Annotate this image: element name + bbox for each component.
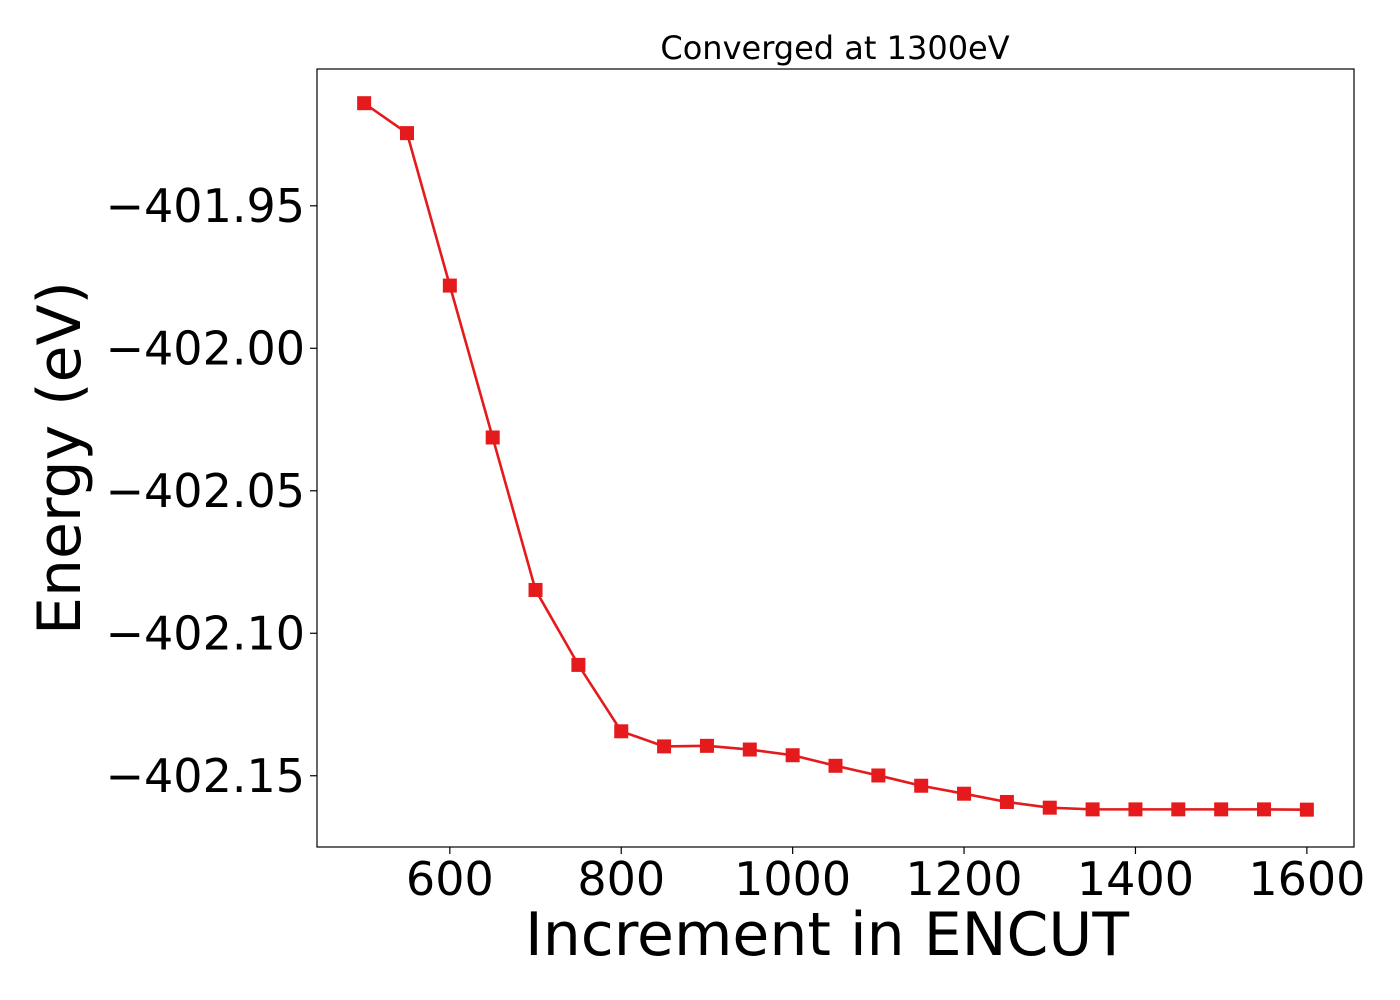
data-point-marker bbox=[485, 430, 500, 445]
data-point-marker bbox=[528, 582, 543, 597]
data-point-marker bbox=[442, 278, 457, 293]
x-tick-label: 600 bbox=[406, 852, 494, 906]
x-tick-label: 800 bbox=[577, 852, 665, 906]
plot-frame bbox=[316, 68, 1355, 848]
y-tick-label: −402.00 bbox=[106, 321, 306, 375]
data-point-marker bbox=[1214, 802, 1229, 817]
y-tick-label: −401.95 bbox=[106, 179, 306, 233]
y-tick-label: −402.15 bbox=[106, 749, 306, 803]
y-tick-label: −402.05 bbox=[106, 464, 306, 518]
data-point-marker bbox=[1171, 802, 1186, 817]
data-point-marker bbox=[399, 126, 414, 141]
series-line bbox=[363, 102, 1307, 811]
data-point-marker bbox=[1128, 802, 1143, 817]
x-tick-label: 1600 bbox=[1248, 852, 1365, 906]
data-point-marker bbox=[871, 768, 886, 783]
data-point-marker bbox=[957, 786, 972, 801]
data-point-marker bbox=[1042, 800, 1057, 815]
x-axis-label: Increment in ENCUT bbox=[525, 900, 1129, 970]
data-point-marker bbox=[1299, 802, 1314, 817]
data-point-marker bbox=[1257, 802, 1272, 817]
y-tick-label: −402.10 bbox=[106, 606, 306, 660]
data-point-marker bbox=[742, 742, 757, 757]
data-point-marker bbox=[914, 778, 929, 793]
chart-title: Converged at 1300eV bbox=[660, 29, 1009, 67]
x-tick-label: 1400 bbox=[1077, 852, 1194, 906]
data-point-marker bbox=[999, 794, 1014, 809]
y-axis-label: Energy (eV) bbox=[25, 281, 95, 635]
data-point-marker bbox=[1085, 802, 1100, 817]
data-point-marker bbox=[614, 724, 629, 739]
x-tick-label: 1200 bbox=[906, 852, 1023, 906]
data-point-marker bbox=[657, 739, 672, 754]
data-point-marker bbox=[785, 748, 800, 763]
data-point-marker bbox=[828, 758, 843, 773]
data-point-marker bbox=[571, 657, 586, 672]
data-point-marker bbox=[357, 96, 372, 111]
series-layer bbox=[357, 96, 1314, 817]
y-axis-ticks: −401.95 −402.00 −402.05 −402.10 −402.15 bbox=[106, 179, 317, 803]
x-tick-label: 1000 bbox=[734, 852, 851, 906]
data-point-marker bbox=[699, 738, 714, 753]
x-axis-ticks: 600 800 1000 1200 1400 1600 bbox=[406, 847, 1365, 906]
